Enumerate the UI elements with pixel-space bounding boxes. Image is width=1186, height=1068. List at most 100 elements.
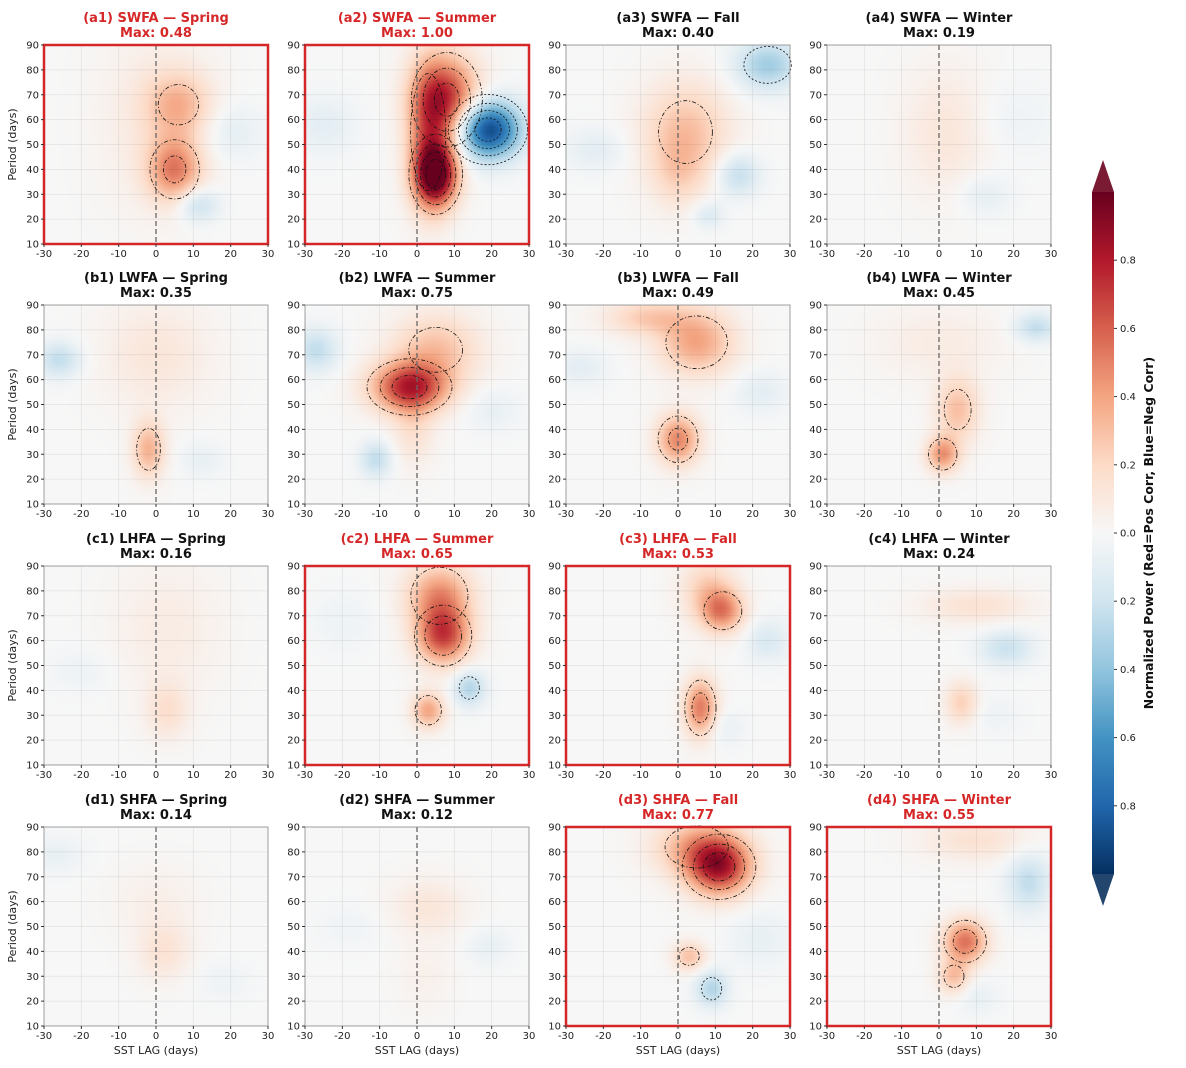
y-tick-label: 40 <box>26 165 39 176</box>
contour-pos <box>425 158 447 190</box>
y-tick-label: 10 <box>809 1022 822 1033</box>
y-tick-label: 70 <box>548 350 561 361</box>
y-tick-label: 40 <box>548 947 561 958</box>
y-tick-label: 10 <box>809 240 822 251</box>
x-tick-label: -30 <box>36 1031 52 1042</box>
colorbar-tick-label: 0.2 <box>1120 460 1136 471</box>
panel-d1: -30 -20 -10 0 10 20 30 10 20 30 40 50 60 70 80 90 (d1) S… <box>6 793 274 1057</box>
x-tick-label: 0 <box>936 509 942 520</box>
x-tick-label: 0 <box>414 509 420 520</box>
y-tick-label: 20 <box>287 215 300 226</box>
x-tick-label: -10 <box>371 1031 387 1042</box>
x-tick-label: 10 <box>709 249 722 260</box>
x-tick-label: -20 <box>73 1031 89 1042</box>
y-tick-label: 90 <box>548 41 561 52</box>
contour-pos <box>408 133 463 215</box>
y-tick-label: 20 <box>548 997 561 1008</box>
y-tick-label: 10 <box>548 500 561 511</box>
y-tick-label: 60 <box>287 897 300 908</box>
y-tick-label: 90 <box>26 823 39 834</box>
y-tick-label: 20 <box>548 215 561 226</box>
y-tick-label: 60 <box>26 897 39 908</box>
y-tick-label: 70 <box>809 611 822 622</box>
colorbar-tick-label: 0.8 <box>1120 256 1136 267</box>
x-tick-label: -20 <box>595 770 611 781</box>
panel-title: (b1) LWFA — Spring <box>84 271 228 286</box>
y-tick-label: 20 <box>26 215 39 226</box>
contour-pos <box>928 438 958 471</box>
contour-pos <box>943 919 987 964</box>
contour-pos <box>410 566 469 625</box>
y-tick-label: 80 <box>287 65 300 76</box>
y-tick-label: 30 <box>548 450 561 461</box>
y-tick-label: 70 <box>548 611 561 622</box>
x-axis-label: SST LAG (days) <box>114 1044 198 1057</box>
x-tick-label: 30 <box>523 770 536 781</box>
contour-neg <box>474 117 502 142</box>
y-tick-label: 30 <box>26 450 39 461</box>
x-tick-label: 30 <box>1045 509 1058 520</box>
x-tick-label: 30 <box>523 1031 536 1042</box>
x-tick-label: -30 <box>558 509 574 520</box>
panel-max-label: Max: 1.00 <box>381 26 453 41</box>
x-tick-label: 20 <box>224 509 237 520</box>
contour-pos <box>684 679 717 736</box>
y-tick-label: 60 <box>287 375 300 386</box>
y-tick-label: 60 <box>548 636 561 647</box>
x-tick-label: -30 <box>36 770 52 781</box>
panel-title: (d3) SHFA — Fall <box>618 793 738 808</box>
y-tick-label: 90 <box>26 41 39 52</box>
y-tick-label: 40 <box>809 947 822 958</box>
x-axis-label: SST LAG (days) <box>897 1044 981 1057</box>
panel-max-label: Max: 0.12 <box>381 808 453 823</box>
x-tick-label: 10 <box>970 770 983 781</box>
y-tick-label: 20 <box>548 736 561 747</box>
x-tick-label: 30 <box>262 1031 275 1042</box>
x-tick-label: 20 <box>485 770 498 781</box>
contour-pos <box>943 964 965 988</box>
panel-title: (b4) LWFA — Winter <box>866 271 1012 286</box>
x-tick-label: 0 <box>153 1031 159 1042</box>
contour-pos <box>658 100 713 164</box>
panel-max-label: Max: 0.55 <box>903 808 975 823</box>
y-tick-label: 90 <box>809 562 822 573</box>
y-tick-label: 50 <box>548 140 561 151</box>
x-tick-label: 30 <box>262 770 275 781</box>
x-tick-label: -20 <box>856 249 872 260</box>
x-tick-label: 20 <box>746 249 759 260</box>
y-tick-label: 30 <box>548 190 561 201</box>
y-tick-label: 90 <box>287 301 300 312</box>
x-tick-label: -30 <box>819 1031 835 1042</box>
x-tick-label: 10 <box>709 770 722 781</box>
x-axis-label: SST LAG (days) <box>375 1044 459 1057</box>
panel-d2: -30 -20 -10 0 10 20 30 10 20 30 40 50 60 70 80 90 (d2) S… <box>287 793 535 1057</box>
y-tick-label: 60 <box>548 115 561 126</box>
x-tick-label: 20 <box>485 1031 498 1042</box>
x-tick-label: 10 <box>970 509 983 520</box>
panel-b1: -30 -20 -10 0 10 20 30 10 20 30 40 50 60 70 80 90 (b1) L… <box>6 271 274 520</box>
x-tick-label: 20 <box>224 1031 237 1042</box>
panel-title: (a4) SWFA — Winter <box>866 11 1014 26</box>
y-tick-label: 50 <box>548 400 561 411</box>
y-tick-label: 70 <box>26 611 39 622</box>
x-tick-label: 10 <box>187 770 200 781</box>
y-tick-label: 20 <box>548 475 561 486</box>
y-tick-label: 50 <box>26 661 39 672</box>
x-tick-label: -20 <box>856 770 872 781</box>
y-tick-label: 80 <box>809 65 822 76</box>
y-tick-label: 60 <box>809 375 822 386</box>
x-tick-label: 30 <box>262 249 275 260</box>
x-tick-label: -10 <box>893 509 909 520</box>
panel-max-label: Max: 0.53 <box>642 547 714 562</box>
x-tick-label: 10 <box>448 249 461 260</box>
y-tick-label: 40 <box>548 425 561 436</box>
x-tick-label: 30 <box>784 249 797 260</box>
panel-title: (d4) SHFA — Winter <box>867 793 1012 808</box>
panel-c3: -30 -20 -10 0 10 20 30 10 20 30 40 50 60 70 80 90 (c3) L… <box>548 532 796 781</box>
x-tick-label: -10 <box>371 509 387 520</box>
x-tick-label: 30 <box>784 509 797 520</box>
contour-pos <box>424 615 462 656</box>
x-tick-label: 20 <box>1007 1031 1020 1042</box>
panel-a1: -30 -20 -10 0 10 20 30 10 20 30 40 50 60 70 80 90 (a1) S… <box>6 11 274 260</box>
